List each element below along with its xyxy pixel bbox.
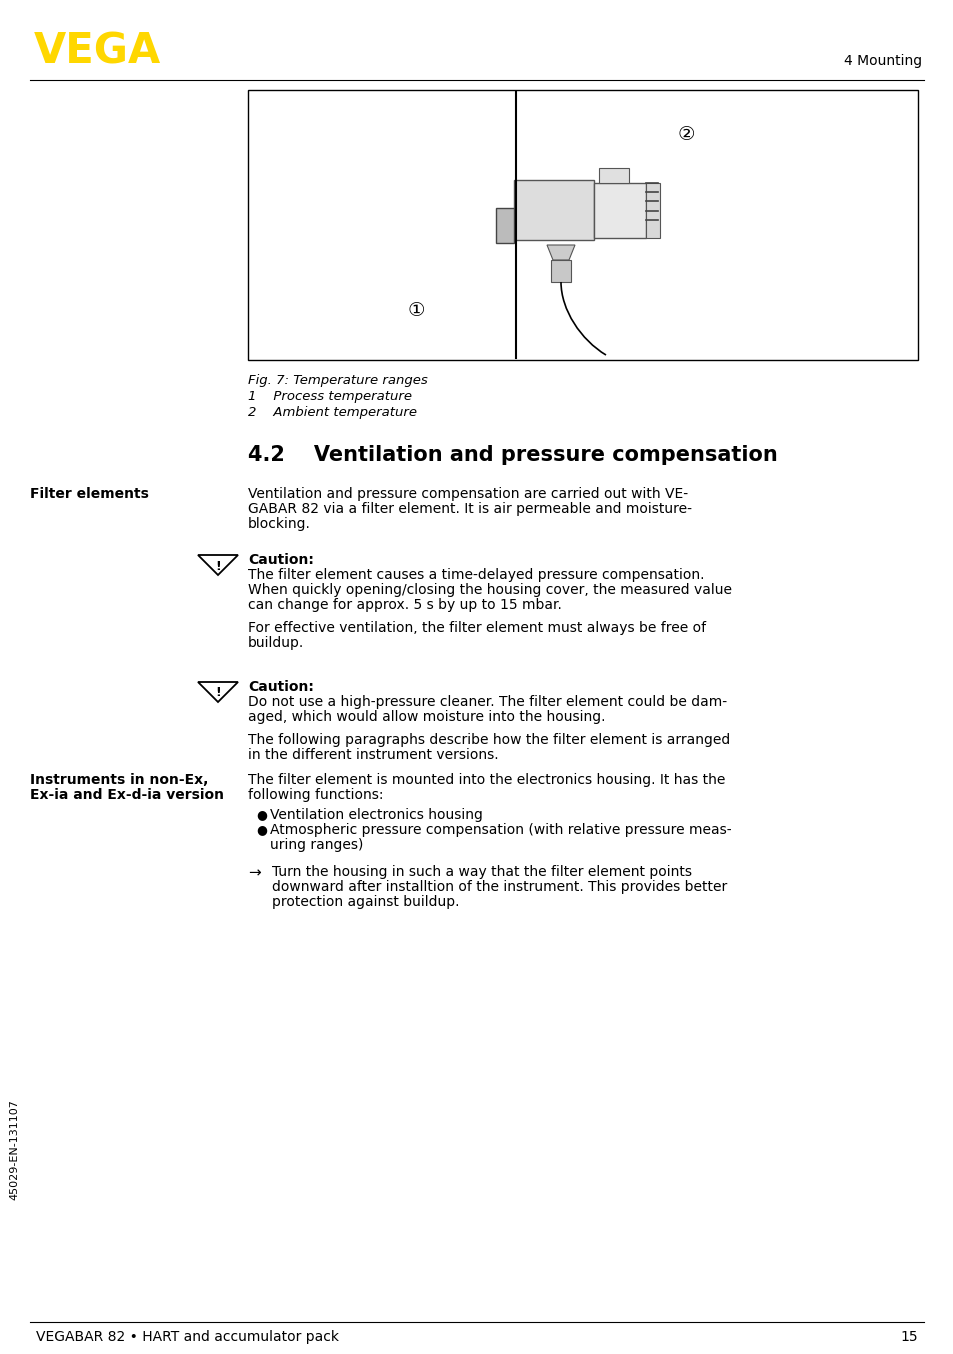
Text: ①: ① bbox=[407, 301, 424, 320]
Text: following functions:: following functions: bbox=[248, 788, 383, 802]
Text: →: → bbox=[248, 865, 260, 880]
Text: Do not use a high-pressure cleaner. The filter element could be dam-: Do not use a high-pressure cleaner. The … bbox=[248, 695, 726, 709]
Text: VEGA: VEGA bbox=[34, 30, 161, 72]
Text: 4 Mounting: 4 Mounting bbox=[843, 54, 921, 68]
Text: Ventilation and pressure compensation are carried out with VE-: Ventilation and pressure compensation ar… bbox=[248, 487, 687, 501]
Text: Caution:: Caution: bbox=[248, 552, 314, 567]
Text: 1    Process temperature: 1 Process temperature bbox=[248, 390, 412, 403]
Text: 2    Ambient temperature: 2 Ambient temperature bbox=[248, 406, 416, 418]
Text: VEGABAR 82 • HART and accumulator pack: VEGABAR 82 • HART and accumulator pack bbox=[36, 1330, 338, 1345]
Text: buildup.: buildup. bbox=[248, 636, 304, 650]
Text: !: ! bbox=[214, 559, 221, 573]
Text: When quickly opening/closing the housing cover, the measured value: When quickly opening/closing the housing… bbox=[248, 584, 731, 597]
Text: blocking.: blocking. bbox=[248, 517, 311, 531]
Text: 45029-EN-131107: 45029-EN-131107 bbox=[9, 1099, 19, 1201]
Text: Ventilation electronics housing: Ventilation electronics housing bbox=[270, 808, 482, 822]
Text: The filter element causes a time-delayed pressure compensation.: The filter element causes a time-delayed… bbox=[248, 567, 703, 582]
Text: Ex-ia and Ex-d-ia version: Ex-ia and Ex-d-ia version bbox=[30, 788, 224, 802]
Text: in the different instrument versions.: in the different instrument versions. bbox=[248, 747, 498, 762]
Text: protection against buildup.: protection against buildup. bbox=[272, 895, 459, 909]
Text: The following paragraphs describe how the filter element is arranged: The following paragraphs describe how th… bbox=[248, 733, 729, 747]
Bar bbox=[248, 89, 917, 360]
Polygon shape bbox=[546, 245, 575, 260]
Text: ●: ● bbox=[255, 823, 267, 835]
Text: !: ! bbox=[214, 686, 221, 700]
Text: 4.2    Ventilation and pressure compensation: 4.2 Ventilation and pressure compensatio… bbox=[248, 445, 777, 464]
Bar bbox=[551, 260, 571, 282]
Text: ②: ② bbox=[677, 126, 694, 145]
Text: aged, which would allow moisture into the housing.: aged, which would allow moisture into th… bbox=[248, 709, 605, 724]
Text: can change for approx. 5 s by up to 15 mbar.: can change for approx. 5 s by up to 15 m… bbox=[248, 598, 561, 612]
Text: ●: ● bbox=[255, 808, 267, 821]
Text: Instruments in non-Ex,: Instruments in non-Ex, bbox=[30, 773, 208, 787]
Bar bbox=[645, 183, 659, 238]
Polygon shape bbox=[198, 555, 237, 575]
Bar bbox=[496, 207, 514, 242]
Bar bbox=[594, 183, 645, 238]
Text: downward after installtion of the instrument. This provides better: downward after installtion of the instru… bbox=[272, 880, 726, 894]
Text: Fig. 7: Temperature ranges: Fig. 7: Temperature ranges bbox=[248, 374, 427, 387]
Text: Turn the housing in such a way that the filter element points: Turn the housing in such a way that the … bbox=[272, 865, 691, 879]
Text: 15: 15 bbox=[900, 1330, 917, 1345]
Polygon shape bbox=[198, 682, 237, 701]
Bar bbox=[598, 168, 628, 183]
Text: Filter elements: Filter elements bbox=[30, 487, 149, 501]
Text: Caution:: Caution: bbox=[248, 680, 314, 695]
Text: GABAR 82 via a filter element. It is air permeable and moisture-: GABAR 82 via a filter element. It is air… bbox=[248, 502, 691, 516]
Text: uring ranges): uring ranges) bbox=[270, 838, 363, 852]
Text: For effective ventilation, the filter element must always be free of: For effective ventilation, the filter el… bbox=[248, 621, 705, 635]
Text: The filter element is mounted into the electronics housing. It has the: The filter element is mounted into the e… bbox=[248, 773, 724, 787]
Text: Atmospheric pressure compensation (with relative pressure meas-: Atmospheric pressure compensation (with … bbox=[270, 823, 731, 837]
Bar bbox=[514, 180, 594, 240]
